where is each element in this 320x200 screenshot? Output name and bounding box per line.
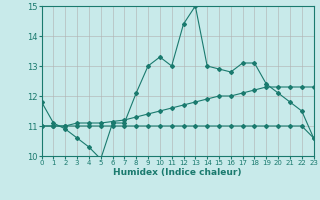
X-axis label: Humidex (Indice chaleur): Humidex (Indice chaleur) xyxy=(113,168,242,177)
